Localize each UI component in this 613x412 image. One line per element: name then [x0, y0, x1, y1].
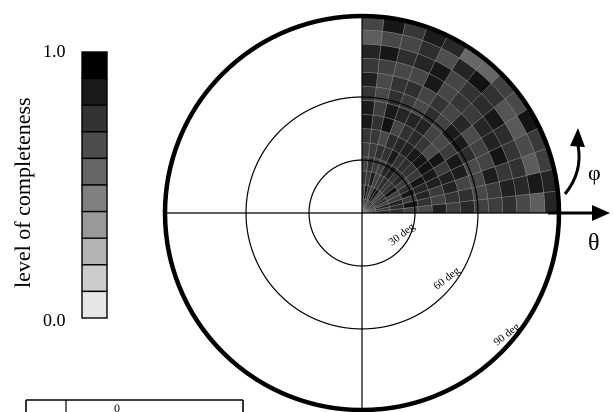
phi-label: φ [588, 160, 601, 185]
legend-box-text: 0 [114, 401, 120, 412]
coverage-cell [361, 142, 371, 158]
colorbar-title: level of completeness [10, 97, 35, 288]
colorbar-cell [81, 184, 108, 213]
coverage-cell [515, 193, 532, 214]
coverage-cell [375, 72, 394, 90]
colorbar-cell [81, 104, 108, 133]
coverage-cell [529, 192, 546, 214]
phi-arrow-icon [570, 128, 585, 147]
coverage-cell [361, 100, 375, 116]
coverage-cell [459, 200, 475, 214]
colorbar-cell [81, 290, 108, 319]
colorbar [81, 51, 108, 319]
theta-arrow-icon [592, 205, 610, 221]
coverage-cell [445, 201, 461, 214]
colorbar-cell [81, 157, 108, 186]
colorbar-cell [81, 51, 108, 80]
coverage-cell [361, 86, 377, 102]
legend-box: 0 [25, 399, 244, 412]
phi-rotation-arrow [563, 144, 581, 195]
coverage-cell [361, 43, 382, 60]
colorbar-max-label: 1.0 [43, 41, 66, 61]
coverage-cell [473, 198, 489, 214]
coverage-cell [361, 72, 379, 88]
colorbar-cell [81, 210, 108, 239]
coverage-cell [361, 128, 372, 144]
theta-label: θ [588, 230, 600, 256]
ring-label-30deg: 30 deg [386, 220, 417, 248]
colorbar-cell [81, 131, 108, 160]
coverage-cell [361, 57, 380, 74]
colorbar-cell [81, 237, 108, 266]
coverage-cell [501, 195, 518, 214]
colorbar-cell [81, 77, 108, 106]
coverage-quadrant [361, 15, 560, 214]
colorbar-cell [81, 264, 108, 293]
coverage-cell [487, 196, 503, 214]
colorbar-min-label: 0.0 [43, 310, 66, 330]
coverage-cell [361, 29, 383, 46]
coverage-cell [374, 86, 391, 104]
coverage-cell [361, 114, 374, 130]
